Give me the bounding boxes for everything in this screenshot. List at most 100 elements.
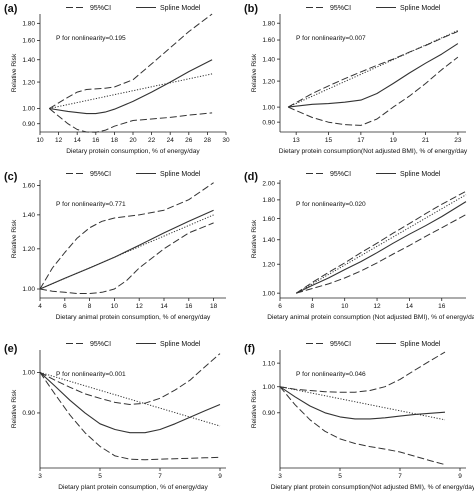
y-tick-label: 0.90 <box>262 119 275 126</box>
legend-label: Spline Model <box>400 171 441 178</box>
spline-line <box>49 59 213 115</box>
x-tick-label: 23 <box>454 137 462 144</box>
legend-label: Spline Model <box>400 341 441 348</box>
x-tick-label: 3 <box>278 473 282 480</box>
y-tick-label: 1.40 <box>22 57 35 64</box>
y-tick-label: 1.00 <box>262 384 275 391</box>
x-tick-label: 17 <box>357 137 365 144</box>
y-tick-label: 1.10 <box>262 360 275 367</box>
ci-line <box>39 222 214 294</box>
ci-line <box>296 214 467 294</box>
nonlinearity-annotation: P for nonlinearity=0.195 <box>56 35 126 42</box>
y-tick-label: 1.20 <box>22 79 35 86</box>
chart-panel: (e) 95%CI Spline Model 0.90 1.00 3 5 7 9 Dietary … <box>4 341 226 491</box>
x-tick-label: 30 <box>222 137 230 144</box>
x-tick-label: 14 <box>74 137 82 144</box>
linear-trend-line <box>39 371 221 427</box>
x-tick-label: 10 <box>36 137 44 144</box>
chart-panel: (c) 95%CI Spline Model 1.00 1.20 1.40 1.60 4 6 8 1… <box>4 171 226 321</box>
ci-line <box>287 56 459 126</box>
x-tick-label: 26 <box>185 137 193 144</box>
ci-line <box>49 13 213 109</box>
spline-line <box>288 43 459 108</box>
ci-line <box>279 351 446 393</box>
x-tick-label: 10 <box>341 303 349 310</box>
chart-panel: (b) 95%CI Spline Model 0.90 1.00 1.20 1.40 1.60… <box>244 3 468 155</box>
nonlinearity-annotation: P for nonlinearity=0.001 <box>56 371 126 378</box>
y-tick-label: 1.80 <box>262 197 275 204</box>
x-tick-label: 5 <box>338 473 342 480</box>
x-axis-title: Dietary protein consumption(Not adjusted… <box>279 148 468 155</box>
y-tick-label: 0.90 <box>22 410 35 417</box>
panel-label: (b) <box>244 3 258 15</box>
nonlinearity-annotation: P for nonlinearity=0.020 <box>296 201 366 208</box>
x-tick-label: 28 <box>204 137 212 144</box>
y-tick-label: 1.60 <box>262 37 275 44</box>
y-tick-label: 1.40 <box>22 212 35 219</box>
x-tick-label: 12 <box>55 137 63 144</box>
x-tick-label: 12 <box>373 303 381 310</box>
x-tick-label: 16 <box>92 137 100 144</box>
x-tick-label: 24 <box>167 137 175 144</box>
x-tick-label: 8 <box>88 303 92 310</box>
x-tick-label: 22 <box>148 137 156 144</box>
x-tick-label: 7 <box>398 473 402 480</box>
x-tick-label: 6 <box>278 303 282 310</box>
x-axis-title: Dietary plant protein consumption(Not ad… <box>271 484 474 491</box>
x-axis-title: Dietary protein consumption, % of energy… <box>66 148 200 155</box>
y-tick-label: 1.00 <box>262 290 275 297</box>
y-tick-label: 1.00 <box>22 286 35 293</box>
x-tick-label: 18 <box>111 137 119 144</box>
panel-label: (c) <box>4 171 18 183</box>
y-tick-label: 1.20 <box>22 246 35 253</box>
nonlinearity-annotation: P for nonlinearity=0.007 <box>296 35 366 42</box>
x-tick-label: 8 <box>311 303 315 310</box>
ci-line <box>287 30 459 108</box>
legend-label: 95%CI <box>90 5 111 12</box>
y-tick-label: 1.40 <box>262 237 275 244</box>
legend-label: Spline Model <box>160 5 201 12</box>
panel-label: (d) <box>244 171 258 183</box>
x-tick-label: 14 <box>406 303 414 310</box>
ci-line <box>39 372 221 461</box>
x-tick-label: 19 <box>390 137 398 144</box>
ci-line <box>39 353 221 405</box>
x-tick-label: 15 <box>325 137 333 144</box>
legend-label: Spline Model <box>160 341 201 348</box>
ci-line <box>39 182 214 290</box>
spline-line <box>39 371 221 434</box>
legend-label: 95%CI <box>330 171 351 178</box>
y-axis-title: Relative Risk <box>251 53 258 92</box>
y-tick-label: 0.90 <box>262 410 275 417</box>
x-tick-label: 4 <box>38 303 42 310</box>
y-tick-label: 1.60 <box>22 183 35 190</box>
legend-label: 95%CI <box>330 5 351 12</box>
ci-line <box>279 386 446 466</box>
x-tick-label: 20 <box>129 137 137 144</box>
linear-trend-line <box>287 30 459 108</box>
spline-line <box>295 201 467 294</box>
x-tick-label: 9 <box>458 473 462 480</box>
x-axis-title: Dietary animal protein consumption, % of… <box>56 314 211 321</box>
x-tick-label: 14 <box>160 303 168 310</box>
linear-trend-line <box>295 194 467 294</box>
ci-line <box>295 190 467 294</box>
x-axis-title: Dietary animal protein consumption (Not … <box>267 314 474 321</box>
x-tick-label: 16 <box>438 303 446 310</box>
ci-line <box>48 108 213 133</box>
y-tick-label: 2.00 <box>262 180 275 187</box>
y-axis-title: Relative Risk <box>251 219 258 258</box>
x-tick-label: 9 <box>218 473 222 480</box>
y-tick-label: 1.60 <box>262 216 275 223</box>
y-axis-title: Relative Risk <box>11 53 18 92</box>
x-tick-label: 10 <box>111 303 119 310</box>
chart-panel: (d) 95%CI Spline Model 1.00 1.20 1.40 1.60 1.80… <box>244 171 474 321</box>
chart-panel: (a) 95%CI Spline Model 0.90 1.00 1.20 1.40 1.60… <box>4 3 230 155</box>
legend-label: 95%CI <box>90 171 111 178</box>
x-tick-label: 13 <box>293 137 301 144</box>
x-tick-label: 5 <box>98 473 102 480</box>
panel-label: (e) <box>4 343 18 355</box>
y-tick-label: 1.40 <box>262 56 275 63</box>
